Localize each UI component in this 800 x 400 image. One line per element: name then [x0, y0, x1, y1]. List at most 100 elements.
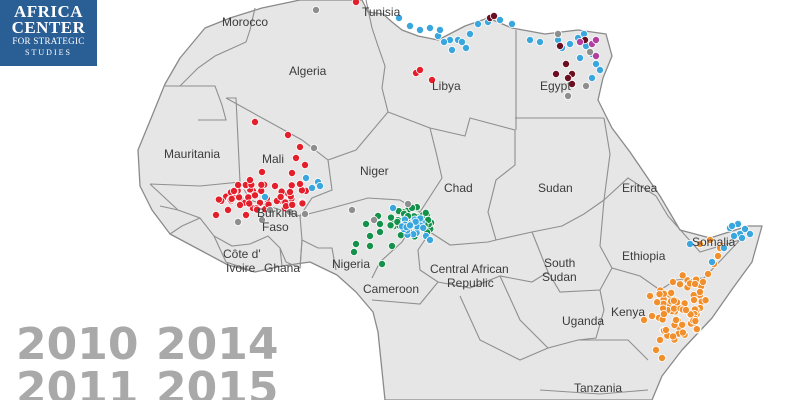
event-dot-orange — [648, 311, 657, 320]
border-west-3 — [213, 235, 251, 271]
label-algeria: Algeria — [289, 64, 327, 78]
event-dot-blue — [411, 217, 420, 226]
border-mali-niger — [299, 159, 333, 217]
event-dot-gray — [311, 6, 320, 14]
event-dot-orange — [668, 278, 677, 287]
event-dot-blue — [457, 38, 466, 47]
event-dot-red — [250, 118, 259, 127]
event-dot-orange — [655, 290, 664, 299]
event-dot-orange — [678, 320, 687, 329]
event-dot-red — [250, 191, 259, 200]
label-central-african-2: Republic — [447, 276, 494, 290]
border-sudan-south-sudan — [495, 199, 605, 241]
border-algeria-tunisia-libya — [365, 0, 389, 113]
event-dot-blue — [730, 231, 739, 240]
event-dot-red — [287, 181, 296, 190]
label-egypt: Egypt — [540, 79, 571, 93]
event-dot-red — [223, 205, 232, 214]
event-dot-green — [361, 219, 370, 228]
event-dot-orange — [690, 295, 699, 304]
event-dot-red — [352, 0, 360, 6]
event-dot-maroon — [556, 42, 565, 51]
event-dot-blue — [388, 203, 397, 212]
event-dot-green — [375, 227, 384, 236]
border-west-5 — [279, 239, 337, 271]
event-dot-green — [387, 241, 396, 250]
event-dot-blue — [720, 243, 729, 252]
event-dot-blue — [315, 181, 324, 190]
event-dot-green — [349, 247, 358, 256]
logo-line-2: CENTER — [11, 18, 86, 37]
event-dot-red — [285, 187, 294, 196]
event-dot-blue — [592, 60, 601, 69]
event-dot-blue — [741, 224, 750, 233]
border-morocco-algeria — [179, 7, 256, 87]
logo-line-3: FOR STRATEGIC — [12, 36, 85, 46]
event-dot-blue — [686, 239, 695, 248]
event-dot-blue — [461, 44, 470, 53]
event-dot-gray — [369, 215, 378, 224]
event-dot-blue — [473, 19, 482, 28]
event-dot-gray — [309, 143, 318, 152]
event-dot-red — [300, 160, 309, 169]
event-dot-orange — [696, 239, 705, 248]
border-kenya-uganda — [577, 289, 605, 341]
label-morocco: Morocco — [222, 15, 269, 29]
event-dot-red — [234, 180, 243, 189]
event-dot-blue — [406, 221, 415, 230]
label-mali: Mali — [262, 152, 285, 166]
label-cote-divoire-1: Côte d' — [223, 247, 261, 261]
event-dot-blue — [746, 229, 755, 238]
event-dot-blue — [596, 66, 605, 75]
border-west-4 — [169, 217, 201, 235]
label-somalia: Somalia — [692, 235, 736, 249]
logo-line-1: AFRICA — [13, 2, 84, 21]
event-dot-blue — [728, 221, 737, 230]
label-kenya: Kenya — [611, 305, 646, 319]
logo-line-4: STUDIES — [25, 48, 72, 57]
event-dot-maroon — [562, 60, 571, 69]
event-dot-red — [241, 210, 250, 219]
event-dot-red — [253, 205, 262, 214]
border-chad-car — [429, 231, 497, 246]
event-dot-purple — [592, 52, 601, 61]
year-2015: 2015 — [156, 363, 279, 400]
label-tunisia: Tunisia — [362, 5, 401, 19]
event-dot-orange — [701, 296, 710, 305]
event-dot-orange — [699, 277, 708, 286]
label-chad: Chad — [444, 181, 473, 195]
event-dot-gray — [265, 205, 274, 214]
label-cote-divoire-2: Ivoire — [226, 261, 256, 275]
event-dot-blue — [435, 25, 444, 34]
event-dot-gray — [300, 209, 309, 218]
border-ssudan-uganda-kenya — [531, 231, 613, 293]
label-central-african-1: Central African — [430, 262, 509, 276]
event-dot-blue — [536, 38, 545, 47]
event-dot-maroon — [552, 70, 561, 79]
label-south-sudan-1: South — [544, 256, 576, 270]
event-dot-red — [245, 199, 254, 208]
event-dot-orange — [691, 317, 700, 326]
label-eritrea: Eritrea — [622, 181, 658, 195]
border-western-sahara — [165, 85, 227, 121]
year-2010: 2010 — [16, 319, 139, 370]
event-dot-red — [415, 66, 424, 75]
event-dot-gray — [564, 92, 573, 101]
africa-landmass — [137, 0, 763, 400]
border-west-2 — [149, 183, 283, 267]
event-dot-red — [295, 142, 304, 151]
label-ghana: Ghana — [264, 261, 301, 275]
event-dot-green — [375, 219, 384, 228]
event-dot-green — [377, 259, 386, 268]
event-dot-blue — [708, 257, 717, 266]
event-dot-gray — [347, 205, 356, 214]
label-south-sudan-2: Sudan — [542, 270, 577, 284]
event-dot-orange — [692, 325, 701, 334]
event-dot-green — [365, 241, 374, 250]
event-dot-blue — [415, 25, 424, 34]
event-dot-orange — [662, 325, 671, 334]
label-burkina: Burkina — [257, 206, 298, 220]
label-libya: Libya — [432, 79, 461, 93]
